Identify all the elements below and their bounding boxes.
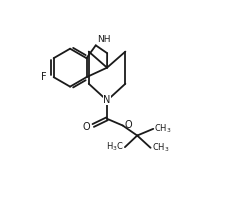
Text: H$_3$C: H$_3$C xyxy=(106,141,124,153)
Text: CH$_3$: CH$_3$ xyxy=(154,123,172,135)
Text: O: O xyxy=(83,122,90,132)
Text: NH: NH xyxy=(98,34,111,43)
Text: CH$_3$: CH$_3$ xyxy=(152,141,169,154)
Text: F: F xyxy=(41,72,47,82)
Text: O: O xyxy=(125,120,133,130)
Text: N: N xyxy=(103,96,111,106)
